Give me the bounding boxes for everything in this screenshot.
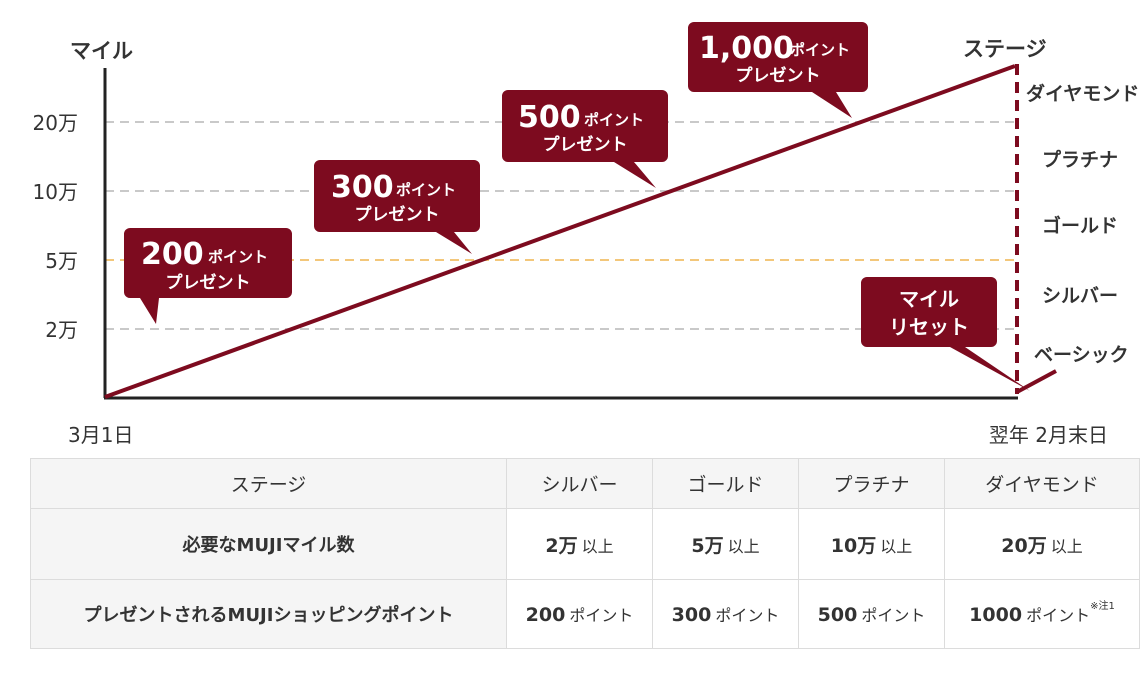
- row-label: 必要なMUJIマイル数: [30, 508, 507, 580]
- right-axis-label: ステージ: [963, 37, 1047, 61]
- cell-unit: ポイント: [715, 606, 780, 625]
- reset-callout-line2: リセット: [889, 315, 969, 339]
- y-tick-label: 2万: [45, 318, 78, 342]
- y-tick-label: 20万: [33, 111, 78, 135]
- x-start-label: 3月1日: [68, 423, 133, 447]
- cell-value: 300: [671, 604, 712, 626]
- table-header-row: ステージ シルバー ゴールド プラチナ ダイヤモンド: [30, 458, 1140, 509]
- table-header: ダイヤモンド: [944, 458, 1140, 509]
- x-end-label: 翌年 2月末日: [989, 423, 1108, 447]
- callout-1000: 1,000 ポイント プレゼント: [688, 22, 868, 118]
- table-row: プレゼントされるMUJIショッピングポイント 200 ポイント 300 ポイント 5…: [30, 579, 1140, 649]
- cell-unit: 以上: [880, 536, 913, 556]
- callout-300: 300 ポイント プレゼント: [314, 160, 480, 254]
- footnote-marker: ※注1: [1090, 600, 1115, 612]
- y-axis-label: マイル: [70, 39, 133, 63]
- table-cell: 5万 以上: [652, 508, 799, 580]
- cell-value: 200: [525, 604, 566, 626]
- table-header: ステージ: [30, 458, 507, 509]
- y-tick-label: 5万: [45, 249, 78, 273]
- callout-text: プレゼント: [355, 204, 440, 225]
- table-cell: 500 ポイント: [798, 579, 945, 649]
- table-cell: 10万 以上: [798, 508, 945, 580]
- table-header: ゴールド: [652, 458, 799, 509]
- callout-amount: 1,000: [699, 31, 794, 66]
- y-tick-label: 10万: [33, 180, 78, 204]
- miles-line: [104, 64, 1016, 399]
- stage-label: ダイヤモンド: [1026, 82, 1139, 105]
- callout-amount: 300: [331, 170, 394, 205]
- cell-value: 10万: [830, 534, 877, 557]
- cell-value: 500: [817, 604, 858, 626]
- callout-unit: ポイント: [584, 111, 644, 129]
- table-cell: 1000 ポイント※注1: [944, 579, 1140, 649]
- table-cell: 200 ポイント: [506, 579, 653, 649]
- cell-value: 1000: [969, 604, 1023, 626]
- cell-value: 20万: [1001, 534, 1047, 557]
- cell-value: 2万: [545, 534, 578, 557]
- table-cell: 2万 以上: [506, 508, 653, 580]
- cell-unit: 以上: [581, 536, 614, 556]
- row-label: プレゼントされるMUJIショッピングポイント: [30, 579, 507, 649]
- table-cell: 20万 以上: [944, 508, 1140, 580]
- callout-mile-reset: マイル リセット: [861, 277, 1030, 391]
- cell-unit: ポイント: [861, 606, 926, 625]
- callout-500: 500 ポイント プレゼント: [502, 90, 668, 188]
- stage-label: プラチナ: [1042, 148, 1118, 171]
- callout-amount: 500: [518, 100, 581, 135]
- callout-amount: 200: [141, 237, 204, 272]
- stage-chart: マイル ステージ 20万 10万 5万 2万 3月1日 翌年 2月末日 ダイヤモ…: [33, 22, 1139, 447]
- table-cell: 300 ポイント: [652, 579, 799, 649]
- cell-value: 5万: [691, 534, 724, 557]
- reset-callout-line1: マイル: [899, 287, 959, 311]
- stage-table: ステージ シルバー ゴールド プラチナ ダイヤモンド 必要なMUJIマイル数 2…: [30, 458, 1140, 649]
- callout-text: プレゼント: [736, 65, 821, 86]
- callout-200: 200 ポイント プレゼント: [124, 228, 292, 324]
- restart-line: [1016, 369, 1057, 394]
- table-header: シルバー: [506, 458, 653, 509]
- cell-unit: 以上: [1050, 536, 1083, 556]
- callout-unit: ポイント: [790, 41, 850, 59]
- callout-unit: ポイント: [396, 181, 456, 199]
- stage-label: シルバー: [1042, 285, 1118, 307]
- callout-unit: ポイント: [208, 248, 268, 266]
- table-header: プラチナ: [798, 458, 945, 509]
- cell-unit: 以上: [727, 536, 760, 556]
- cell-unit: ポイント: [569, 606, 634, 625]
- table-row: 必要なMUJIマイル数 2万 以上 5万 以上 10万 以上 20万 以上: [30, 508, 1140, 580]
- callout-text: プレゼント: [166, 272, 251, 293]
- cell-unit: ポイント: [1026, 606, 1091, 625]
- callout-text: プレゼント: [543, 134, 628, 155]
- stage-label: ベーシック: [1034, 344, 1129, 366]
- stage-label: ゴールド: [1042, 214, 1118, 237]
